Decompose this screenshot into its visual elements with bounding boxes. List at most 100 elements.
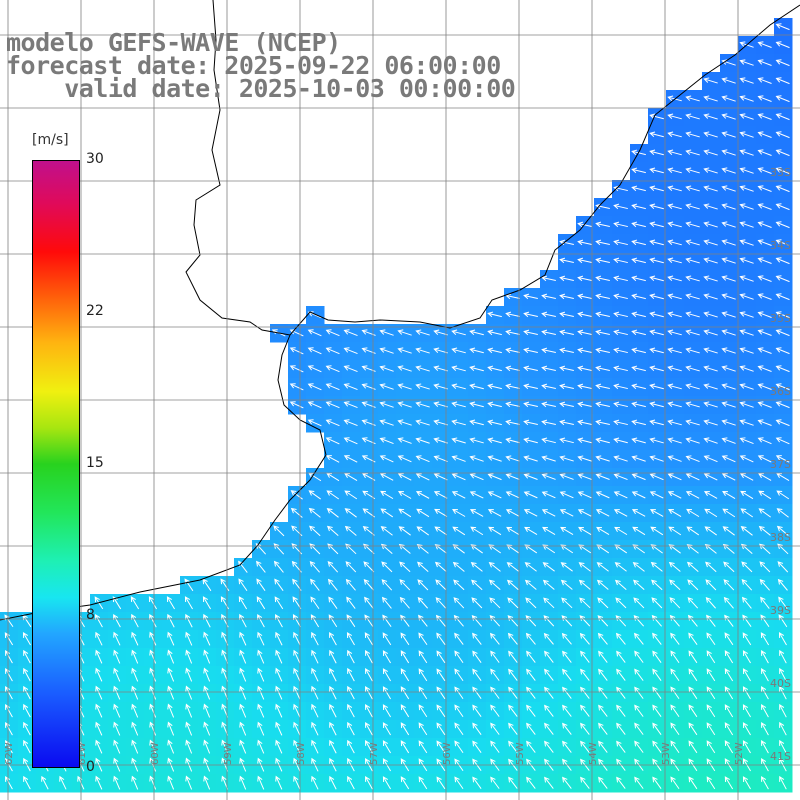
wind-arrow	[487, 419, 502, 426]
wind-arrow	[541, 509, 556, 517]
wind-arrow	[454, 668, 464, 682]
wind-arrow	[149, 739, 157, 754]
wind-arrow	[739, 473, 754, 481]
wind-arrow	[325, 455, 340, 463]
wind-arrow	[382, 650, 392, 664]
wind-arrow	[131, 613, 139, 628]
wind-arrow	[668, 561, 681, 572]
wind-arrow	[650, 561, 663, 572]
wind-arrow	[652, 632, 662, 645]
wind-arrow	[434, 561, 447, 572]
wind-arrow	[757, 311, 772, 318]
wind-arrow	[779, 685, 787, 700]
wind-arrow	[631, 329, 646, 336]
wind-arrow	[631, 221, 646, 228]
wind-arrow	[290, 507, 303, 518]
wind-arrow	[379, 455, 394, 463]
wind-arrow	[580, 704, 590, 717]
wind-arrow	[505, 473, 520, 481]
wind-arrow	[275, 631, 283, 646]
wind-arrow	[649, 131, 664, 138]
wind-arrow	[631, 239, 646, 246]
wind-arrow	[472, 686, 482, 699]
wind-arrow	[705, 579, 717, 591]
wind-arrow	[739, 437, 754, 445]
wind-arrow	[577, 437, 592, 444]
wind-arrow	[724, 740, 734, 754]
wind-arrow	[703, 221, 718, 228]
wind-arrow	[741, 579, 753, 591]
wind-arrow	[542, 579, 555, 590]
wind-arrow	[185, 667, 193, 682]
wind-arrow	[523, 455, 538, 462]
wind-arrow	[524, 579, 537, 590]
wind-arrow	[505, 509, 520, 517]
wind-arrow	[397, 473, 412, 481]
wind-arrow	[667, 329, 682, 336]
wind-arrow	[505, 455, 520, 462]
wind-arrow	[418, 668, 428, 682]
wind-arrow	[649, 221, 664, 228]
wind-arrow	[757, 149, 772, 156]
wind-arrow	[418, 632, 428, 646]
wind-arrow	[757, 41, 772, 48]
wind-arrow	[542, 544, 556, 554]
wind-arrow	[634, 686, 644, 699]
wind-arrow	[23, 775, 31, 790]
wind-arrow	[433, 419, 448, 426]
wind-arrow	[651, 597, 663, 609]
wind-arrow	[469, 365, 484, 372]
wind-arrow	[596, 562, 609, 572]
wind-arrow	[562, 686, 572, 699]
wind-arrow	[580, 722, 590, 735]
wind-arrow	[166, 596, 175, 610]
wind-arrow	[131, 721, 139, 736]
wind-arrow	[779, 703, 787, 718]
wind-arrow	[489, 632, 500, 645]
wind-arrow	[400, 740, 410, 754]
wind-arrow	[469, 491, 484, 499]
wind-arrow	[239, 649, 247, 664]
wind-arrow	[488, 579, 501, 591]
wind-arrow	[541, 365, 556, 372]
wind-arrow	[202, 596, 211, 610]
wind-arrow	[307, 419, 322, 427]
wind-arrow	[721, 437, 736, 444]
wind-arrow	[631, 293, 646, 300]
wind-arrow	[778, 614, 788, 628]
wind-arrow	[490, 704, 500, 717]
wind-arrow	[167, 721, 175, 736]
wind-arrow	[311, 649, 319, 664]
wind-arrow	[418, 704, 428, 718]
wind-arrow	[685, 437, 700, 444]
wind-arrow	[490, 668, 500, 681]
wind-arrow	[616, 740, 626, 753]
wind-arrow	[415, 383, 430, 390]
wind-arrow	[417, 561, 429, 573]
wind-arrow	[347, 703, 355, 718]
wind-arrow	[757, 437, 772, 445]
wind-arrow	[490, 776, 500, 789]
wind-arrow	[758, 508, 771, 518]
wind-arrow	[778, 632, 787, 646]
wind-arrow	[597, 597, 609, 609]
wind-arrow	[397, 419, 412, 426]
wind-arrow	[669, 579, 681, 591]
wind-arrow	[451, 347, 466, 354]
wind-arrow	[559, 491, 574, 499]
wind-arrow	[631, 275, 646, 282]
wind-arrow	[577, 293, 592, 300]
wind-arrow	[685, 131, 700, 138]
wind-arrow	[487, 455, 502, 462]
wind-arrow	[595, 239, 610, 246]
wind-arrow	[275, 685, 283, 700]
wind-arrow	[777, 561, 789, 573]
wind-arrow	[203, 685, 211, 700]
wind-arrow	[344, 525, 357, 536]
wind-arrow	[775, 113, 790, 121]
wind-arrow	[275, 739, 283, 754]
wind-arrow	[649, 383, 664, 390]
wind-arrow	[220, 578, 230, 592]
wind-arrow	[490, 740, 500, 753]
